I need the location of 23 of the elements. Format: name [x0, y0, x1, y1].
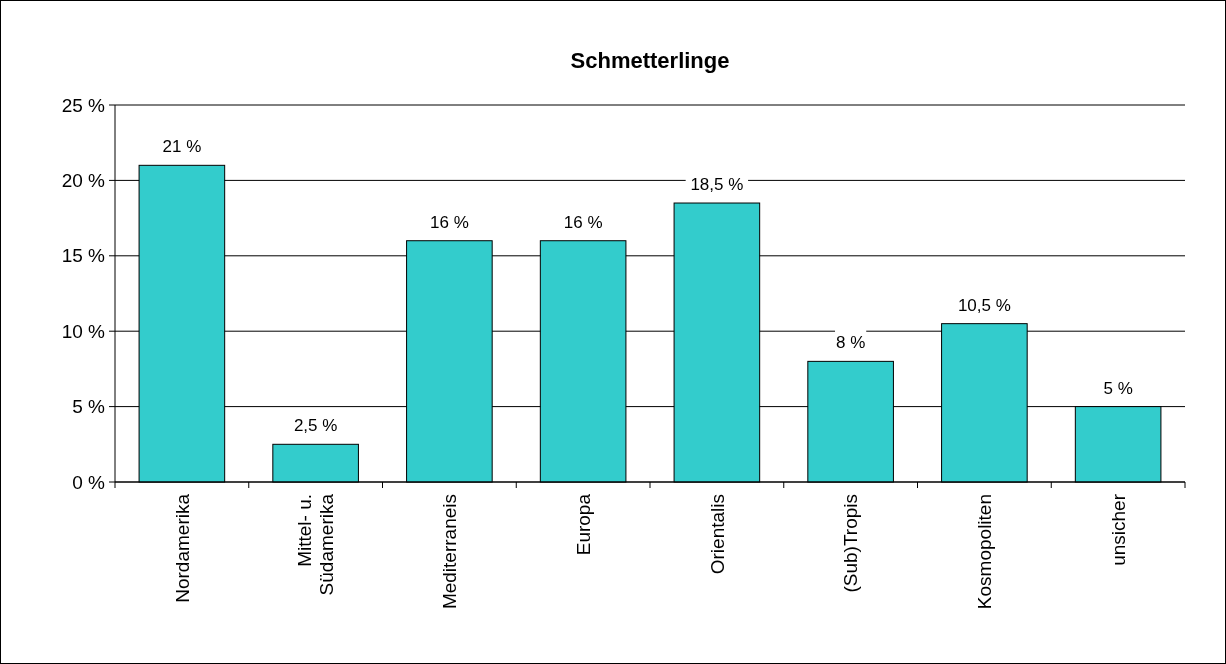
- y-tick-label: 25 %: [61, 94, 106, 116]
- y-tick-label: 5 %: [72, 396, 106, 418]
- x-tick-label: Orientalis: [706, 494, 728, 575]
- data-label: 21 %: [162, 137, 202, 157]
- chart-title: Schmetterlinge: [570, 48, 730, 73]
- x-tick-label: Mittel- u. Südamerika: [294, 493, 338, 596]
- data-label: 10,5 %: [957, 295, 1011, 315]
- y-tick-label: 15 %: [61, 245, 106, 267]
- x-tick-label: Kosmopoliten: [974, 494, 996, 610]
- y-tick-label: 10 %: [61, 320, 106, 342]
- x-tick-label: Nordamerika: [171, 493, 193, 603]
- data-label: 18,5 %: [690, 175, 744, 195]
- data-label: 5 %: [1103, 378, 1133, 398]
- data-label: 16 %: [430, 212, 469, 232]
- x-tick-label: unsicher: [1107, 493, 1129, 566]
- data-label: 8 %: [835, 333, 866, 353]
- x-tick-label: Mediterraneis: [439, 494, 461, 610]
- x-tick-label: Europa: [572, 493, 594, 556]
- y-tick-label: 0 %: [72, 471, 106, 493]
- data-label: 2,5 %: [293, 416, 338, 436]
- data-label: 16 %: [563, 212, 603, 232]
- x-tick-label: (Sub)Tropis: [840, 494, 862, 593]
- y-tick-label: 20 %: [61, 170, 106, 192]
